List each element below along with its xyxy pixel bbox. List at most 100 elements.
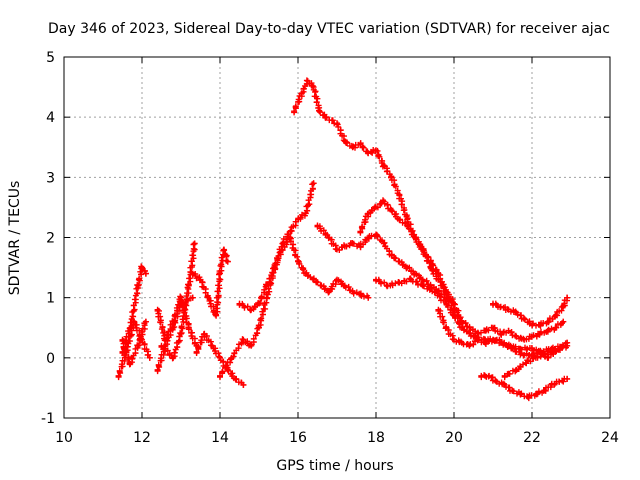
data-point [521,315,528,322]
data-point [529,321,535,328]
data-point [525,357,532,364]
data-point [529,345,535,352]
data-point [170,324,177,331]
data-point [357,243,364,250]
data-point [373,147,379,154]
data-point [482,327,489,334]
data-point [341,138,348,145]
data-point [240,381,247,388]
data-point [185,324,192,331]
data-point [564,342,571,349]
data-point [365,210,372,217]
data-point [513,348,520,355]
data-point [443,300,450,307]
x-tick-label: 20 [445,430,463,446]
data-point [560,318,567,325]
data-point [236,300,243,307]
data-point [373,231,379,238]
data-point [197,276,204,283]
series-track-18 [501,342,571,381]
data-point [380,198,387,205]
data-point [404,264,411,271]
data-point [185,282,192,289]
data-point [564,375,571,382]
data-point [509,387,516,394]
data-point [497,339,504,346]
data-point [334,120,340,127]
data-point [466,324,473,331]
data-point [154,306,161,313]
data-point [119,336,126,343]
data-point [302,270,309,277]
y-tick-label: 5 [46,50,55,66]
data-point [287,234,294,241]
data-point [458,324,465,331]
data-point [396,258,403,265]
data-point [505,327,512,334]
data-point [217,354,223,361]
data-point [548,381,555,388]
data-point [435,306,442,313]
series-track-16 [490,294,571,329]
data-point [279,246,286,253]
series-markers [217,180,317,381]
data-point [412,234,418,241]
data-point [304,78,311,85]
data-point [548,348,555,355]
data-point [287,228,294,235]
data-point [135,282,142,289]
data-point [217,270,223,277]
data-point [497,303,504,310]
data-point [556,378,563,385]
series-track-13 [357,197,567,343]
data-point [458,339,465,346]
data-point [170,354,177,361]
series-track-15 [435,306,571,361]
data-point [490,336,496,343]
data-point [388,252,395,259]
data-point [115,372,122,379]
data-point [470,333,477,340]
data-point [384,282,391,289]
data-point [493,378,500,385]
data-point [326,288,333,295]
series-track-3 [119,318,149,368]
data-point [540,387,547,394]
data-point [486,372,493,379]
data-point [220,246,227,253]
data-point [201,330,208,337]
data-point [427,258,434,265]
data-point [146,354,153,361]
data-point [388,207,395,214]
data-point [302,210,309,217]
data-point [341,282,348,289]
data-point [263,294,270,301]
data-point [232,375,239,382]
data-point [365,294,372,301]
data-point [205,294,212,301]
data-point [224,258,231,265]
series-track-7 [189,246,231,319]
data-point [419,246,426,253]
data-point [341,243,348,250]
data-point [513,366,520,373]
plot-frame [63,56,611,419]
series-markers [314,223,465,325]
data-point [396,279,403,286]
data-point [497,330,504,337]
data-point [560,303,567,310]
data-point [380,162,387,169]
data-point [314,222,321,229]
data-point [217,372,223,379]
series-track-11 [291,77,457,307]
data-point [513,333,520,340]
data-point [521,351,528,358]
data-point [544,327,551,334]
data-point [240,336,247,343]
y-tick-label: 3 [46,170,55,186]
series-markers [291,77,457,307]
data-point [521,336,528,343]
data-point [517,390,524,397]
data-point [318,282,325,289]
